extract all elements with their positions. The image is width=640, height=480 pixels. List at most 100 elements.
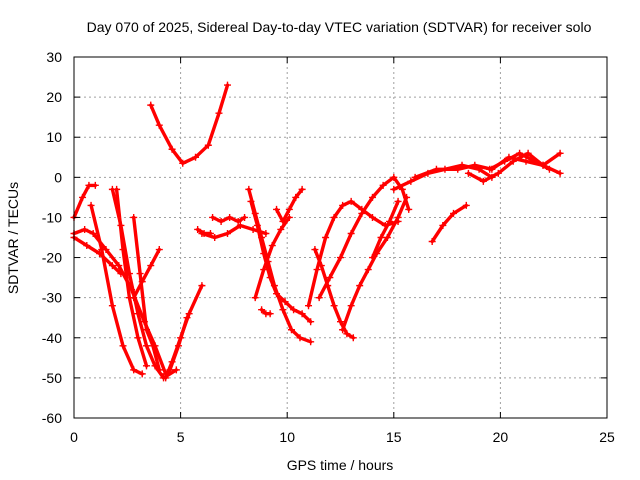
data-point-marker [217, 217, 225, 225]
data-point-marker [439, 221, 447, 229]
data-point-marker [292, 193, 300, 201]
series-trace [306, 199, 400, 308]
data-point-marker [85, 181, 93, 189]
y-tick-label: -50 [42, 370, 62, 386]
data-point-marker [368, 193, 376, 201]
data-point-marker [147, 262, 155, 270]
data-point-marker [81, 225, 89, 233]
data-point-marker [383, 234, 391, 241]
data-point-marker [138, 370, 146, 378]
y-tick-label: 30 [46, 49, 62, 65]
series-trace [149, 83, 230, 165]
data-point-marker [356, 282, 364, 290]
series-arc-15 [247, 197, 315, 326]
data-point-marker [522, 157, 530, 165]
series-arc-22 [368, 197, 402, 262]
y-tick-label: -40 [42, 330, 62, 346]
data-point-marker [260, 266, 268, 274]
data-point-marker [407, 177, 415, 185]
data-point-marker [224, 81, 232, 89]
data-point-marker [260, 250, 268, 258]
data-point-marker [115, 262, 123, 270]
data-point-marker [262, 229, 270, 237]
data-point-marker [234, 217, 242, 225]
data-point-marker [411, 173, 419, 181]
data-point-marker [394, 213, 402, 221]
data-point-marker [486, 165, 494, 173]
data-point-marker [298, 185, 306, 193]
data-point-marker [142, 326, 150, 334]
series-arc-21 [315, 173, 413, 302]
data-point-marker [277, 225, 285, 233]
chart-title: Day 070 of 2025, Sidereal Day-to-day VTE… [87, 19, 592, 35]
data-point-marker [494, 169, 502, 177]
data-point-marker [326, 274, 334, 282]
data-point-marker [119, 342, 127, 350]
data-point-marker [130, 213, 138, 221]
data-point-marker [241, 213, 249, 221]
series-arc-07 [113, 185, 150, 370]
data-point-marker [285, 213, 293, 221]
x-tick-label: 15 [386, 429, 402, 445]
series-arc-17 [273, 185, 306, 225]
data-point-marker [281, 298, 289, 306]
data-point-marker [89, 229, 97, 237]
series-trace [72, 227, 168, 376]
data-point-marker [211, 234, 219, 241]
data-point-marker [379, 181, 387, 189]
data-point-marker [226, 213, 234, 221]
data-point-marker [298, 310, 306, 318]
data-point-marker [339, 326, 347, 334]
data-point-marker [155, 366, 163, 374]
data-point-marker [155, 121, 163, 129]
data-point-marker [290, 306, 298, 314]
data-point-marker [179, 159, 187, 167]
data-point-marker [200, 229, 208, 237]
data-point-marker [136, 270, 144, 278]
data-point-marker [249, 225, 257, 233]
data-point-marker [307, 338, 315, 346]
data-point-marker [117, 270, 125, 278]
data-point-marker [501, 157, 509, 165]
data-point-marker [377, 234, 385, 241]
data-point-marker [386, 217, 394, 225]
data-point-marker [198, 282, 206, 290]
data-point-marker [258, 306, 266, 314]
data-point-marker [108, 262, 116, 270]
series-arc-27 [428, 201, 470, 246]
y-axis-label: SDTVAR / TECUs [5, 182, 21, 294]
data-point-marker [343, 330, 351, 338]
data-point-marker [454, 165, 462, 173]
data-point-marker [113, 185, 121, 193]
data-point-marker [147, 101, 155, 109]
series-arc-13 [209, 213, 249, 225]
data-point-marker [368, 213, 376, 221]
series-arc-10 [130, 246, 163, 302]
data-point-marker [462, 201, 470, 209]
data-point-marker [317, 262, 325, 270]
data-point-marker [83, 242, 91, 250]
data-point-marker [247, 197, 255, 205]
data-point-marker [347, 302, 355, 310]
data-point-marker [209, 213, 217, 221]
series-arc-16 [251, 213, 293, 302]
series-arc-18 [305, 197, 402, 310]
data-point-marker [183, 314, 191, 322]
data-point-marker [339, 201, 347, 209]
series-arc-29 [258, 306, 274, 318]
data-point-marker [155, 246, 163, 254]
data-point-marker [285, 205, 293, 213]
data-point-marker [556, 169, 564, 177]
data-point-marker [266, 310, 274, 318]
data-point-marker [245, 185, 253, 193]
data-point-marker [204, 141, 212, 149]
data-point-marker [516, 149, 524, 157]
data-point-marker [253, 221, 261, 229]
data-point-marker [337, 254, 344, 262]
data-point-marker [287, 326, 295, 334]
data-point-marker [330, 302, 338, 310]
data-point-marker [273, 290, 281, 298]
data-point-marker [449, 209, 457, 217]
data-point-marker [428, 238, 436, 246]
